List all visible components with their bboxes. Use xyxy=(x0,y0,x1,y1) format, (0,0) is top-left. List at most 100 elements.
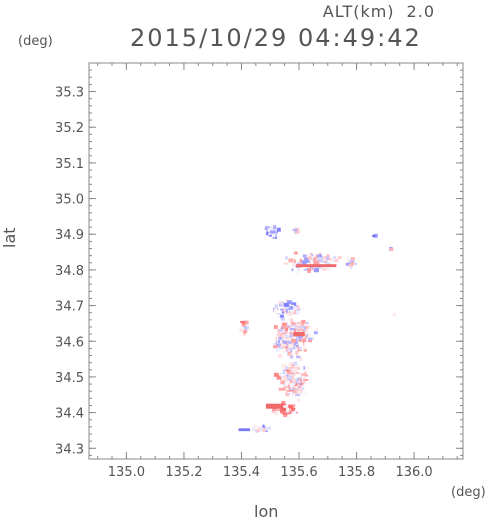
field-cell xyxy=(271,233,276,238)
field-cell xyxy=(275,340,278,345)
field-cell xyxy=(273,334,278,337)
field-cell xyxy=(293,391,297,396)
field-cell xyxy=(394,313,397,316)
field-cell xyxy=(280,301,283,304)
field-cell xyxy=(297,337,302,340)
field-cell xyxy=(293,371,296,374)
field-cell xyxy=(296,376,302,381)
field-cell xyxy=(285,392,290,397)
field-cell xyxy=(282,404,287,407)
field-cell xyxy=(300,260,306,265)
field-cell xyxy=(276,375,282,380)
field-cell xyxy=(290,410,295,413)
field-cell xyxy=(282,368,285,372)
field-cell xyxy=(300,320,306,324)
field-cell xyxy=(280,308,283,311)
field-cell xyxy=(306,269,311,273)
y-axis-label: lat xyxy=(0,227,19,248)
field-cell xyxy=(285,387,289,391)
field-cell xyxy=(296,356,302,359)
field-cell xyxy=(285,384,290,387)
x-tick-label: 135.6 xyxy=(280,465,317,480)
field-cell xyxy=(287,378,291,383)
field-cell xyxy=(291,268,294,272)
field-cell xyxy=(280,329,285,333)
field-cell xyxy=(322,268,328,271)
field-cell xyxy=(285,299,288,303)
field-cell xyxy=(290,407,296,410)
field-cell xyxy=(285,366,288,370)
field-cell xyxy=(333,256,337,259)
x-unit-label: (deg) xyxy=(451,485,486,500)
field-cell xyxy=(312,337,315,341)
field-cell xyxy=(245,326,250,329)
field-cell xyxy=(280,374,286,377)
field-cell xyxy=(294,262,297,265)
field-cell xyxy=(297,328,300,332)
field-cell xyxy=(306,329,309,334)
field-cell xyxy=(308,340,312,343)
field-cell xyxy=(294,341,297,345)
field-cell xyxy=(294,328,297,332)
y-tick-label: 34.9 xyxy=(55,228,84,243)
field-cell xyxy=(275,337,278,341)
y-tick-label: 34.7 xyxy=(55,300,84,315)
field-cell xyxy=(285,409,290,413)
field-cell xyxy=(288,343,294,348)
field-cell xyxy=(252,426,256,431)
field-cell xyxy=(275,347,281,351)
field-cell xyxy=(292,336,298,339)
field-cell xyxy=(304,259,310,263)
field-cell xyxy=(307,366,310,370)
field-cell xyxy=(288,258,294,263)
field-cell xyxy=(307,267,312,271)
strong-field-cell xyxy=(293,331,305,337)
field-cell xyxy=(313,268,319,273)
field-cell xyxy=(297,348,300,352)
field-cell xyxy=(288,376,293,380)
field-cell xyxy=(285,380,291,383)
field-cell xyxy=(299,382,304,385)
y-unit-label: (deg) xyxy=(18,34,53,49)
field-cell xyxy=(239,328,245,333)
field-cell xyxy=(279,314,284,318)
field-cell xyxy=(299,327,304,332)
field-cell xyxy=(256,429,259,433)
field-cell xyxy=(307,254,313,257)
strong-field-cell xyxy=(296,264,337,268)
field-cell xyxy=(299,386,304,389)
field-cell xyxy=(295,371,300,375)
field-cell xyxy=(313,331,318,335)
field-cell xyxy=(293,404,296,408)
field-cell xyxy=(293,251,298,255)
field-cell xyxy=(285,308,288,313)
field-cell xyxy=(291,302,297,307)
field-cell xyxy=(278,340,281,344)
field-cell xyxy=(296,325,301,329)
field-cell xyxy=(285,371,289,376)
field-cell xyxy=(293,372,296,377)
field-cell xyxy=(302,254,307,258)
field-cell xyxy=(303,392,308,396)
field-cell xyxy=(262,424,265,428)
field-cell xyxy=(273,325,278,330)
field-cell xyxy=(290,350,293,353)
timestamp: 2015/10/29 04:49:42 xyxy=(130,24,422,52)
field-cell xyxy=(288,363,294,366)
altitude-label: ALT(km) xyxy=(322,2,395,21)
y-tick-label: 35.1 xyxy=(55,157,84,172)
field-cell xyxy=(298,341,303,346)
field-cell xyxy=(281,401,286,405)
field-cell xyxy=(303,346,307,349)
field-cell xyxy=(297,305,300,310)
field-cell xyxy=(286,343,289,348)
field-cell xyxy=(283,262,288,265)
field-cell xyxy=(288,404,294,409)
field-cell xyxy=(313,257,317,260)
field-cell xyxy=(294,320,297,324)
field-cell xyxy=(351,262,354,265)
field-cell xyxy=(282,340,287,344)
field-cell xyxy=(288,353,293,357)
field-cell xyxy=(313,258,316,263)
field-cell xyxy=(292,367,298,372)
